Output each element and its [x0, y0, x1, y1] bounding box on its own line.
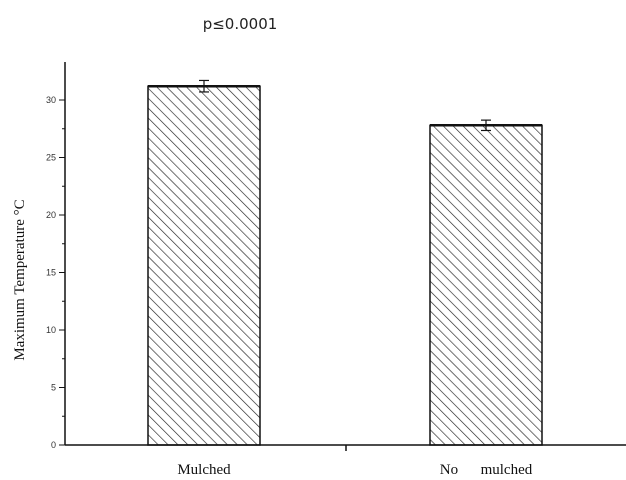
bar-1 — [147, 85, 261, 446]
y-tick-label: 25 — [46, 153, 56, 163]
y-tick-label: 10 — [46, 325, 56, 335]
y-tick-label: 20 — [46, 210, 56, 220]
y-tick-label: 15 — [46, 268, 56, 278]
y-tick-label: 30 — [46, 95, 56, 105]
bar-2 — [429, 124, 543, 446]
y-tick-label: 5 — [51, 383, 56, 393]
p-value-annotation: p≤0.0001 — [203, 15, 278, 33]
x-tick-label: Mulched — [177, 462, 231, 478]
x-tick-label: No mulched — [440, 462, 533, 478]
y-tick-label: 0 — [51, 440, 56, 450]
y-axis-label: Maximum Temperature °C — [12, 199, 28, 360]
